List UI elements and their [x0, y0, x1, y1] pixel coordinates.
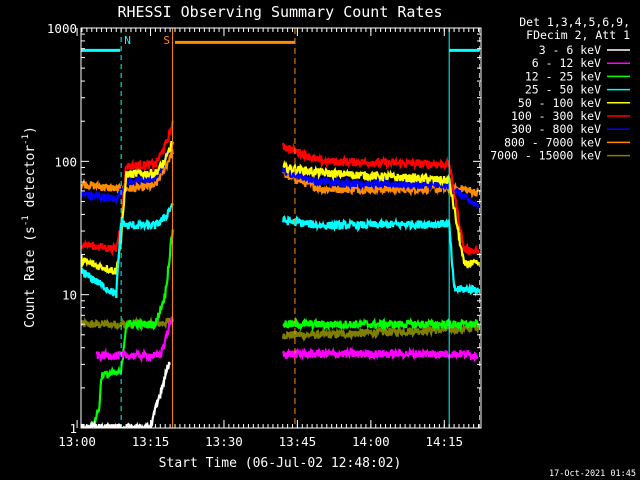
legend-label: 6 - 12 keV [532, 56, 601, 70]
series-line-2 [95, 316, 479, 364]
y-axis-label: Count Rate (s-1 detector-1) [21, 126, 38, 328]
y-tick-label: 1 [69, 421, 77, 436]
y-axis-label-superscript: -1 [21, 134, 31, 145]
legend-label: 50 - 100 keV [518, 96, 601, 110]
y-tick-label: 1000 [47, 21, 77, 36]
x-axis-label: Start Time (06-Jul-02 12:48:02) [159, 456, 402, 471]
marker-label: S [163, 34, 170, 47]
x-tick-label: 14:00 [352, 434, 390, 449]
legend-label: 25 - 50 keV [525, 83, 601, 97]
series-line-1 [81, 361, 171, 428]
legend-label: 3 - 6 keV [539, 43, 601, 57]
series-line-3 [90, 229, 480, 427]
plot-border [80, 27, 482, 429]
legend-label: 300 - 800 keV [511, 122, 601, 136]
legend-label: 100 - 300 keV [511, 109, 601, 123]
legend-header-line: FDecim 2, Att 1 [526, 28, 630, 42]
series-line-4 [81, 203, 480, 299]
marker-label: N [124, 34, 131, 47]
footer-timestamp: 17-Oct-2021 01:45 [549, 469, 636, 479]
y-axis-label-part: ) [23, 126, 38, 134]
y-tick-label: 10 [62, 288, 77, 303]
x-tick-label: 13:30 [205, 434, 243, 449]
series-line-5 [81, 141, 480, 275]
series-line-6 [81, 120, 480, 257]
legend-label: 12 - 25 keV [525, 69, 601, 83]
y-axis-label-superscript: -1 [21, 215, 31, 226]
y-axis-label-part: detector [23, 145, 38, 216]
legend-label: 7000 - 15000 keV [490, 149, 601, 163]
axis-ticks: 13:00 13:15 13:30 13:45 14:00 14:15 1 10 100 1000 [47, 21, 481, 449]
y-axis-label-part: Count Rate (s [23, 226, 38, 328]
x-tick-label: 14:15 [425, 434, 463, 449]
x-tick-label: 13:45 [279, 434, 317, 449]
legend-header-line: Det 1,3,4,5,6,9, [519, 15, 630, 29]
legend-label: 800 - 7000 keV [504, 135, 601, 149]
chart-title: RHESSI Observing Summary Count Rates [117, 3, 442, 21]
legend: Det 1,3,4,5,6,9, FDecim 2, Att 1 3 - 6 k… [490, 15, 630, 163]
plot-frame [80, 27, 482, 429]
x-tick-label: 13:15 [132, 434, 170, 449]
x-tick-label: 13:00 [58, 434, 96, 449]
y-tick-label: 100 [54, 154, 77, 169]
